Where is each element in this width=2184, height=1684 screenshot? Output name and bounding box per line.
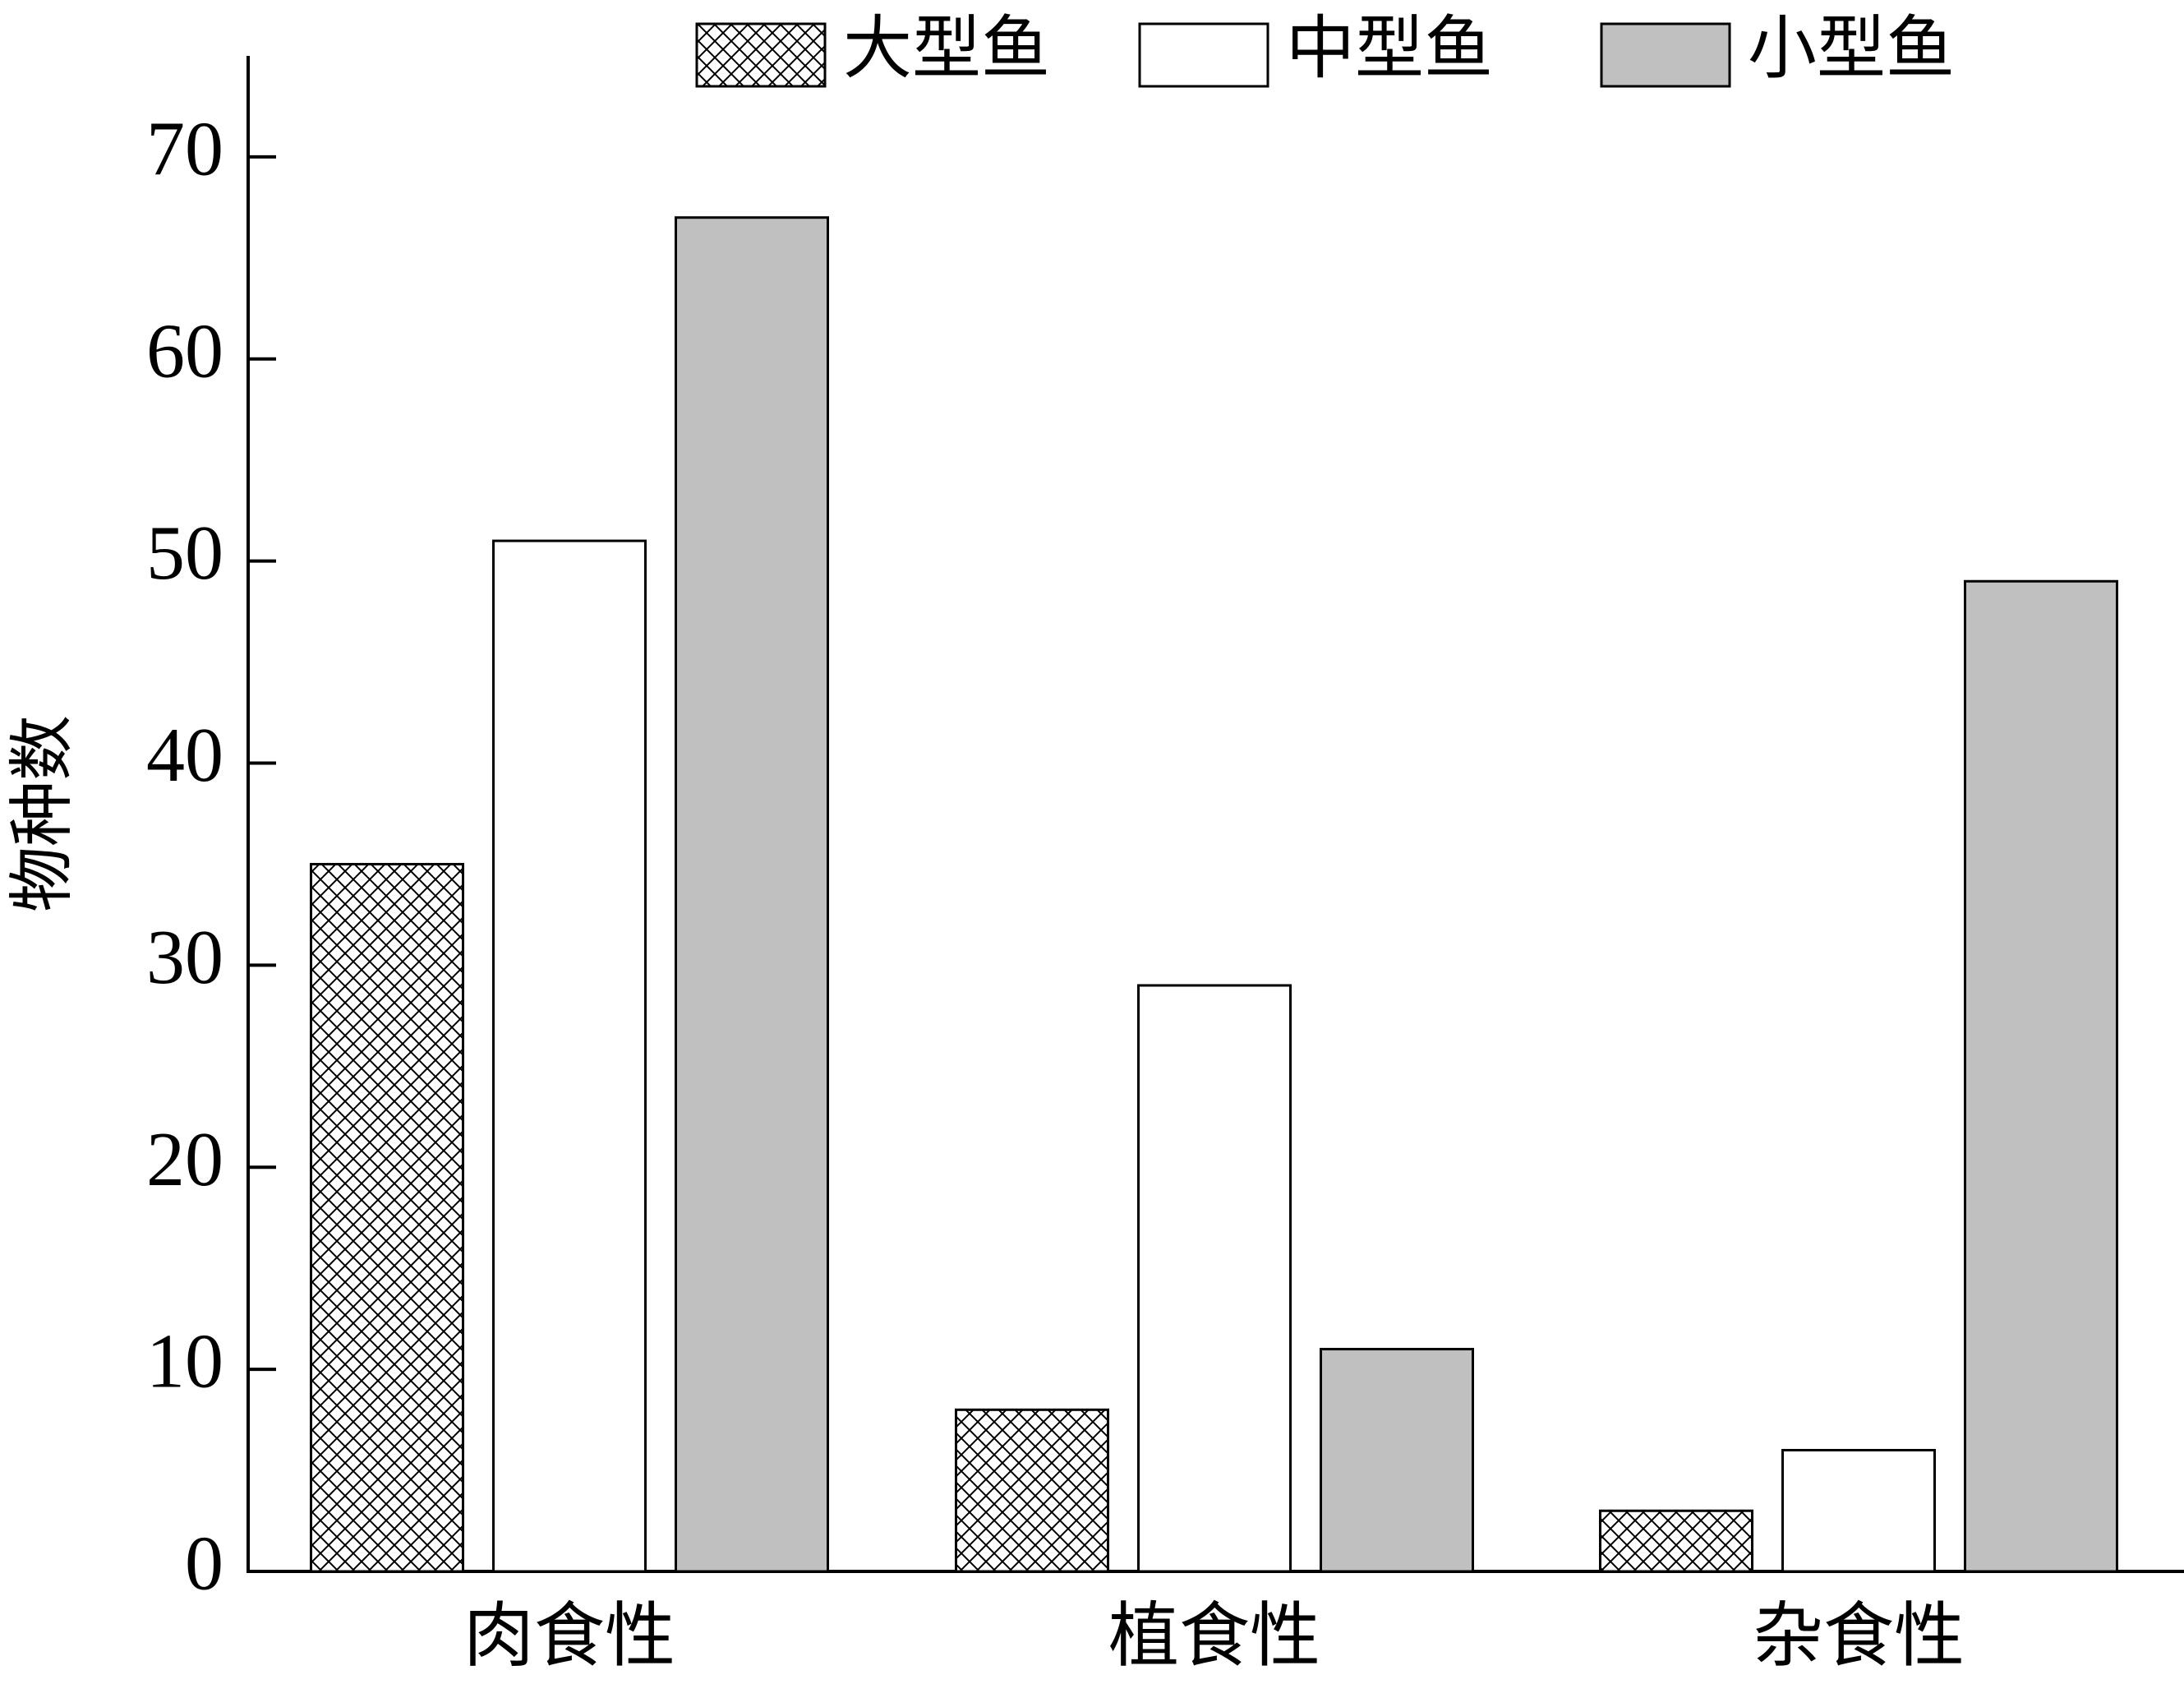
legend-swatch	[695, 22, 827, 88]
y-tick-label: 70	[146, 107, 223, 192]
y-tick-label: 0	[185, 1521, 223, 1607]
x-tick-label: 杂食性	[1753, 1597, 1965, 1676]
y-tick-label: 30	[146, 915, 223, 1000]
x-tick-label: 肉食性	[463, 1597, 675, 1676]
bar	[955, 1408, 1109, 1573]
legend-swatch	[1600, 22, 1731, 88]
bar	[1781, 1448, 1936, 1573]
y-tick-label: 50	[146, 510, 223, 596]
bar	[310, 862, 464, 1573]
y-tick-label: 40	[146, 713, 223, 798]
legend-label: 大型鱼	[843, 11, 1050, 87]
y-tick-label: 10	[146, 1319, 223, 1405]
bar	[1599, 1509, 1753, 1573]
y-axis-label: 物种数	[7, 715, 79, 912]
bar	[675, 216, 829, 1573]
legend-swatch	[1138, 22, 1269, 88]
y-tick-label: 60	[146, 308, 223, 394]
bar	[1964, 579, 2118, 1573]
legend-label: 中型鱼	[1286, 11, 1493, 87]
bar	[492, 539, 647, 1573]
x-tick-label: 植食性	[1108, 1597, 1320, 1676]
bar	[1137, 984, 1292, 1573]
y-tick-label: 20	[146, 1117, 223, 1202]
bar	[1320, 1348, 1474, 1573]
legend-label: 小型鱼	[1748, 11, 1955, 87]
